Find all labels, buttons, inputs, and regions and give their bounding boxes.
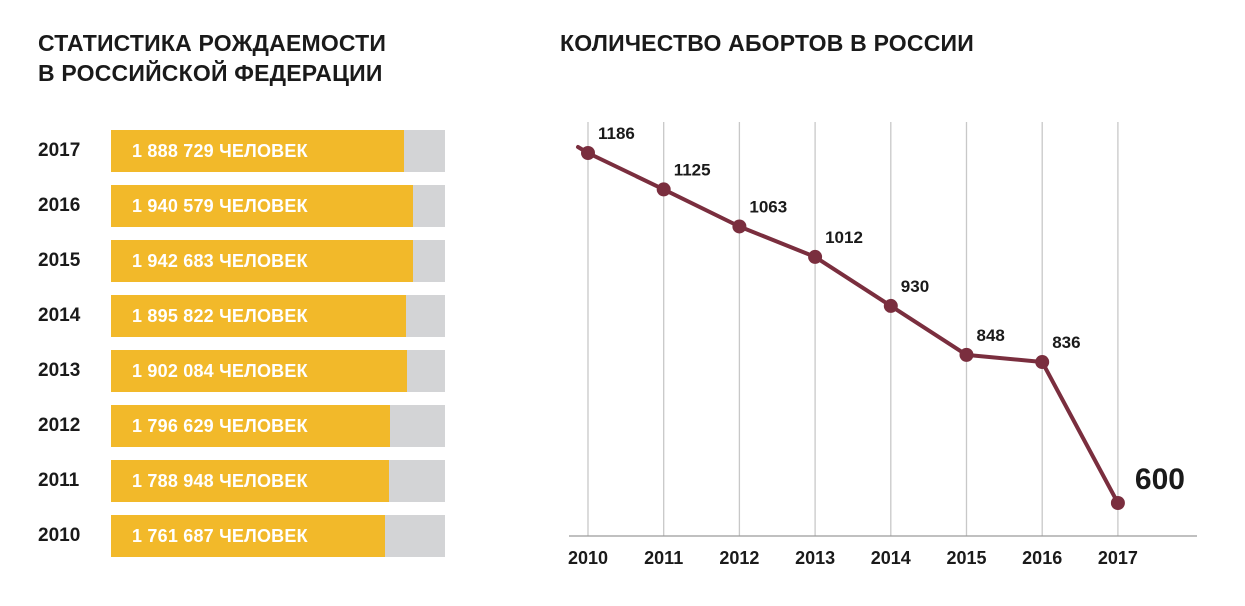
x-tick-label: 2011 <box>644 548 683 568</box>
bar: 1 888 729 ЧЕЛОВЕК <box>111 130 405 172</box>
data-label: 1012 <box>825 228 863 247</box>
bar-track: 1 940 579 ЧЕЛОВЕК <box>111 185 445 227</box>
bar-track: 1 796 629 ЧЕЛОВЕК <box>111 405 445 447</box>
bar: 1 940 579 ЧЕЛОВЕК <box>111 185 413 227</box>
data-label: 1186 <box>598 124 635 143</box>
bar-value-label: 1 902 084 ЧЕЛОВЕК <box>132 361 308 381</box>
data-label: 930 <box>901 277 929 296</box>
bar-year-label: 2016 <box>38 195 81 216</box>
abortions-line-chart: 1186 1125 1063 1012 930 848 836 600 2010 2011 2012… <box>568 122 1197 568</box>
birth-statistics-title: СТАТИСТИКА РОЖДАЕМОСТИ В РОССИЙСКОЙ ФЕДЕ… <box>38 28 458 88</box>
bar-row: 2012 1 796 629 ЧЕЛОВЕК <box>38 405 448 447</box>
bar-row: 2011 1 788 948 ЧЕЛОВЕК <box>38 460 448 502</box>
data-point <box>883 298 898 313</box>
bar-value-label: 1 788 948 ЧЕЛОВЕК <box>132 471 308 491</box>
bar-track: 1 888 729 ЧЕЛОВЕК <box>111 130 445 172</box>
birth-bar-chart: 2017 1 888 729 ЧЕЛОВЕК 2016 1 940 579 ЧЕЛОВ… <box>38 130 448 570</box>
bar-value-label: 1 761 687 ЧЕЛОВЕК <box>132 526 308 546</box>
bar-value-label: 1 796 629 ЧЕЛОВЕК <box>132 416 308 436</box>
bar-value-label: 1 895 822 ЧЕЛОВЕК <box>132 306 308 326</box>
bar: 1 788 948 ЧЕЛОВЕК <box>111 460 389 502</box>
data-point <box>1110 496 1125 510</box>
bar-year-label: 2013 <box>38 360 81 381</box>
bar-track: 1 761 687 ЧЕЛОВЕК <box>111 515 445 557</box>
data-label: 600 <box>1135 463 1185 496</box>
bar-track: 1 788 948 ЧЕЛОВЕК <box>111 460 445 502</box>
bar-value-label: 1 942 683 ЧЕЛОВЕК <box>132 251 308 271</box>
data-point <box>656 182 671 197</box>
bar-row: 2017 1 888 729 ЧЕЛОВЕК <box>38 130 448 172</box>
x-tick-label: 2014 <box>871 548 911 568</box>
series-line <box>576 145 1120 505</box>
bar-row: 2013 1 902 084 ЧЕЛОВЕК <box>38 350 448 392</box>
abortions-chart-title: КОЛИЧЕСТВО АБОРТОВ В РОССИИ <box>560 30 974 56</box>
data-label: 1125 <box>674 160 711 179</box>
bar-year-label: 2011 <box>38 470 80 491</box>
data-label: 1063 <box>749 198 787 217</box>
bar-year-label: 2010 <box>38 525 81 546</box>
bar-value-label: 1 940 579 ЧЕЛОВЕК <box>132 196 308 216</box>
bar-year-label: 2012 <box>38 415 81 436</box>
bar-track: 1 902 084 ЧЕЛОВЕК <box>111 350 445 392</box>
x-tick-label: 2010 <box>568 548 608 568</box>
data-point <box>959 347 974 362</box>
birth-statistics-title-line-1: СТАТИСТИКА РОЖДАЕМОСТИ <box>38 30 387 56</box>
bar-year-label: 2014 <box>38 305 81 326</box>
data-label: 848 <box>977 326 1005 345</box>
x-tick-label: 2012 <box>719 548 759 568</box>
birth-statistics-title-line-2: В РОССИЙСКОЙ ФЕДЕРАЦИИ <box>38 60 383 86</box>
x-tick-label: 2013 <box>795 548 835 568</box>
x-tick-label: 2016 <box>1022 548 1062 568</box>
x-tick-label: 2015 <box>946 548 986 568</box>
x-tick-label: 2017 <box>1098 548 1138 568</box>
bar-row: 2010 1 761 687 ЧЕЛОВЕК <box>38 515 448 557</box>
data-point <box>808 249 823 264</box>
bar-row: 2015 1 942 683 ЧЕЛОВЕК <box>38 240 448 282</box>
bar: 1 942 683 ЧЕЛОВЕК <box>111 240 413 282</box>
bar-row: 2014 1 895 822 ЧЕЛОВЕК <box>38 295 448 337</box>
data-point <box>1035 355 1050 370</box>
bar-row: 2016 1 940 579 ЧЕЛОВЕК <box>38 185 448 227</box>
bar-year-label: 2017 <box>38 140 81 161</box>
data-point <box>581 146 595 160</box>
bar: 1 902 084 ЧЕЛОВЕК <box>111 350 407 392</box>
bar-track: 1 942 683 ЧЕЛОВЕК <box>111 240 445 282</box>
bar: 1 761 687 ЧЕЛОВЕК <box>111 515 385 557</box>
bar-value-label: 1 888 729 ЧЕЛОВЕК <box>132 141 308 161</box>
data-label: 836 <box>1052 333 1080 352</box>
bar: 1 796 629 ЧЕЛОВЕК <box>111 405 391 447</box>
data-point <box>732 219 747 234</box>
bar: 1 895 822 ЧЕЛОВЕК <box>111 295 406 337</box>
bar-track: 1 895 822 ЧЕЛОВЕК <box>111 295 445 337</box>
bar-year-label: 2015 <box>38 250 81 271</box>
